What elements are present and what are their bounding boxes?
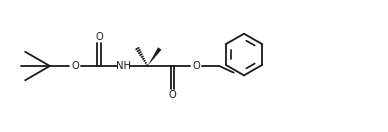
Text: O: O: [192, 61, 200, 71]
Text: O: O: [169, 90, 177, 100]
Text: O: O: [95, 32, 103, 42]
Polygon shape: [147, 47, 161, 66]
Text: NH: NH: [116, 61, 131, 71]
Text: O: O: [71, 61, 79, 71]
